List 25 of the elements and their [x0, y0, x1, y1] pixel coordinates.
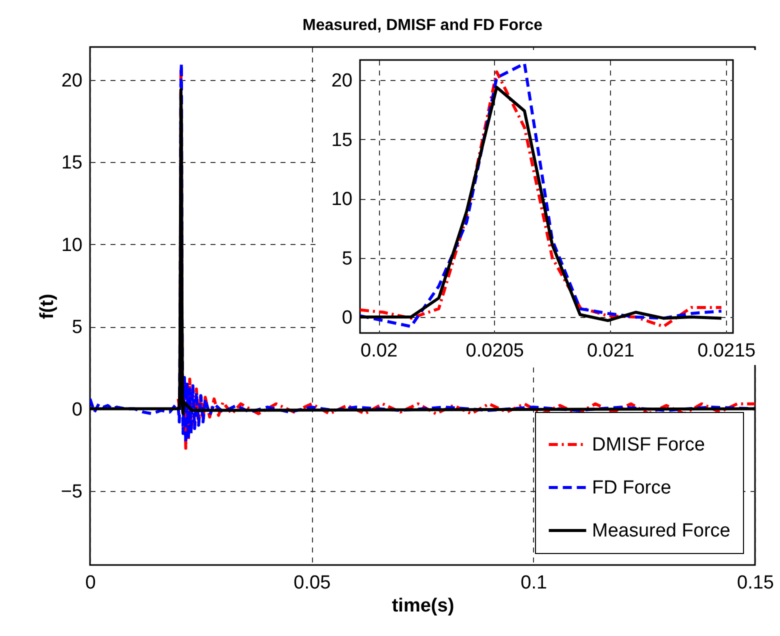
- legend-label: FD Force: [592, 478, 672, 498]
- y-tick-label: −5: [60, 482, 82, 502]
- y-axis-title: f(t): [36, 294, 58, 320]
- x-tick-label: 0.05: [294, 572, 331, 594]
- y-tick-label: 15: [61, 152, 82, 174]
- y-tick-label: 5: [72, 317, 82, 338]
- y-tick-label: 10: [61, 234, 82, 256]
- x-tick-label: 0.021: [586, 340, 634, 362]
- legend-label: DMISF Force: [592, 434, 705, 456]
- chart-title: Measured, DMISF and FD Force: [302, 17, 543, 34]
- legend-label: Measured Force: [592, 520, 730, 542]
- y-tick-label: 20: [331, 70, 352, 92]
- y-tick-label: 15: [331, 130, 352, 151]
- y-tick-label: 0: [342, 308, 352, 329]
- y-tick-label: 20: [61, 70, 82, 92]
- x-tick-label: 0: [85, 572, 96, 594]
- y-tick-label: 0: [72, 399, 82, 420]
- x-tick-label: 0.0205: [466, 340, 524, 362]
- x-tick-label: 0.0215: [697, 340, 756, 362]
- y-tick-label: 5: [342, 248, 352, 270]
- x-tick-label: 0.02: [360, 340, 398, 362]
- x-tick-label: 0.15: [737, 572, 774, 594]
- y-tick-label: 10: [331, 189, 352, 210]
- x-axis-title: time(s): [392, 596, 454, 616]
- x-tick-label: 0.1: [520, 572, 548, 594]
